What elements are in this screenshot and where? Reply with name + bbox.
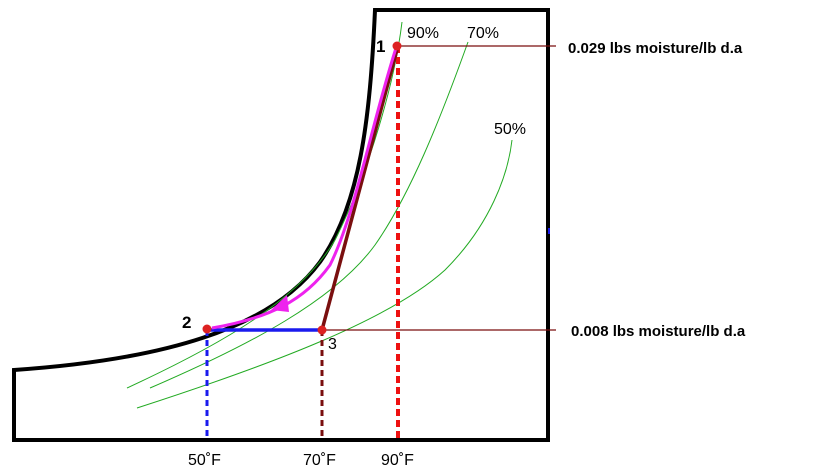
cooling-arrowhead <box>271 295 289 312</box>
humidity-label-high: 0.029 lbs moisture/lb d.a <box>568 40 743 57</box>
point-label-1: 1 <box>376 37 385 56</box>
curve-label-50: 50% <box>494 121 526 138</box>
humidity-label-low: 0.008 lbs moisture/lb d.a <box>571 323 746 340</box>
edge-mark <box>548 228 550 234</box>
point-label-3: 3 <box>328 336 337 353</box>
cooling-path <box>211 47 398 330</box>
state-point-1 <box>392 41 402 51</box>
humidity-curve-90 <box>126 21 403 389</box>
state-point-2 <box>202 324 212 334</box>
temp-label-70: 70˚F <box>303 452 336 469</box>
temp-label-50: 50˚F <box>188 452 221 469</box>
curve-label-70: 70% <box>467 25 499 42</box>
point-label-2: 2 <box>182 313 191 332</box>
mixing-line <box>320 45 400 331</box>
humidity-curve-70 <box>149 41 469 389</box>
state-point-3 <box>317 325 327 335</box>
curve-label-90: 90% <box>407 25 439 42</box>
chart-outline <box>12 8 550 442</box>
temp-label-90: 90˚F <box>381 452 414 469</box>
humidity-curve-50 <box>136 139 513 409</box>
